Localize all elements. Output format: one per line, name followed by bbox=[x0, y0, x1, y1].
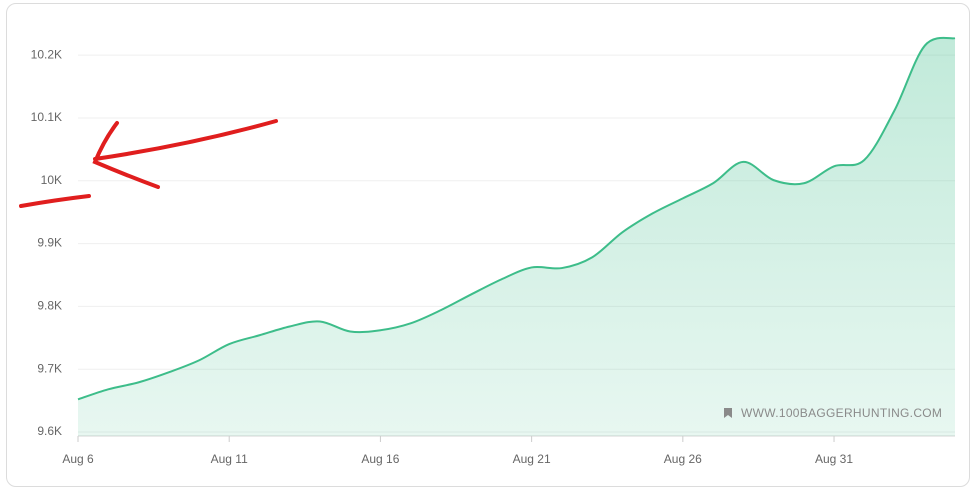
watermark-icon bbox=[724, 408, 732, 418]
y-tick-label: 9.9K bbox=[37, 236, 62, 250]
arrow-stroke bbox=[93, 119, 278, 161]
x-tick-label: Aug 11 bbox=[211, 452, 248, 466]
arrow-head bbox=[92, 121, 160, 189]
x-tick-label: Aug 6 bbox=[62, 452, 94, 466]
line bbox=[77, 36, 956, 401]
x-tick-label: Aug 16 bbox=[361, 452, 399, 466]
x-tick-label: Aug 31 bbox=[815, 452, 853, 466]
plot bbox=[77, 36, 956, 436]
y-tick-label: 10.1K bbox=[31, 110, 62, 124]
x-tick-label: Aug 21 bbox=[513, 452, 551, 466]
grid: 9.6K 9.7K 9.8K 9.9K 10K 10.1K 10.2K Aug 6 Aug 11… bbox=[31, 47, 955, 466]
arrow-stroke bbox=[19, 194, 91, 208]
watermark: WWW.100BAGGERHUNTING.COM bbox=[724, 406, 942, 420]
y-tick-label: 9.6K bbox=[37, 424, 62, 438]
x-tick-label: Aug 26 bbox=[664, 452, 702, 466]
hand-drawn-arrow bbox=[19, 119, 278, 208]
y-tick-label: 10.2K bbox=[31, 47, 62, 61]
y-tick-label: 9.8K bbox=[37, 299, 62, 313]
y-tick-label: 9.7K bbox=[37, 361, 62, 375]
area-fill bbox=[78, 37, 955, 436]
watermark-text: WWW.100BAGGERHUNTING.COM bbox=[741, 406, 942, 420]
chart-card bbox=[6, 3, 970, 487]
y-tick-label: 10K bbox=[41, 173, 62, 187]
